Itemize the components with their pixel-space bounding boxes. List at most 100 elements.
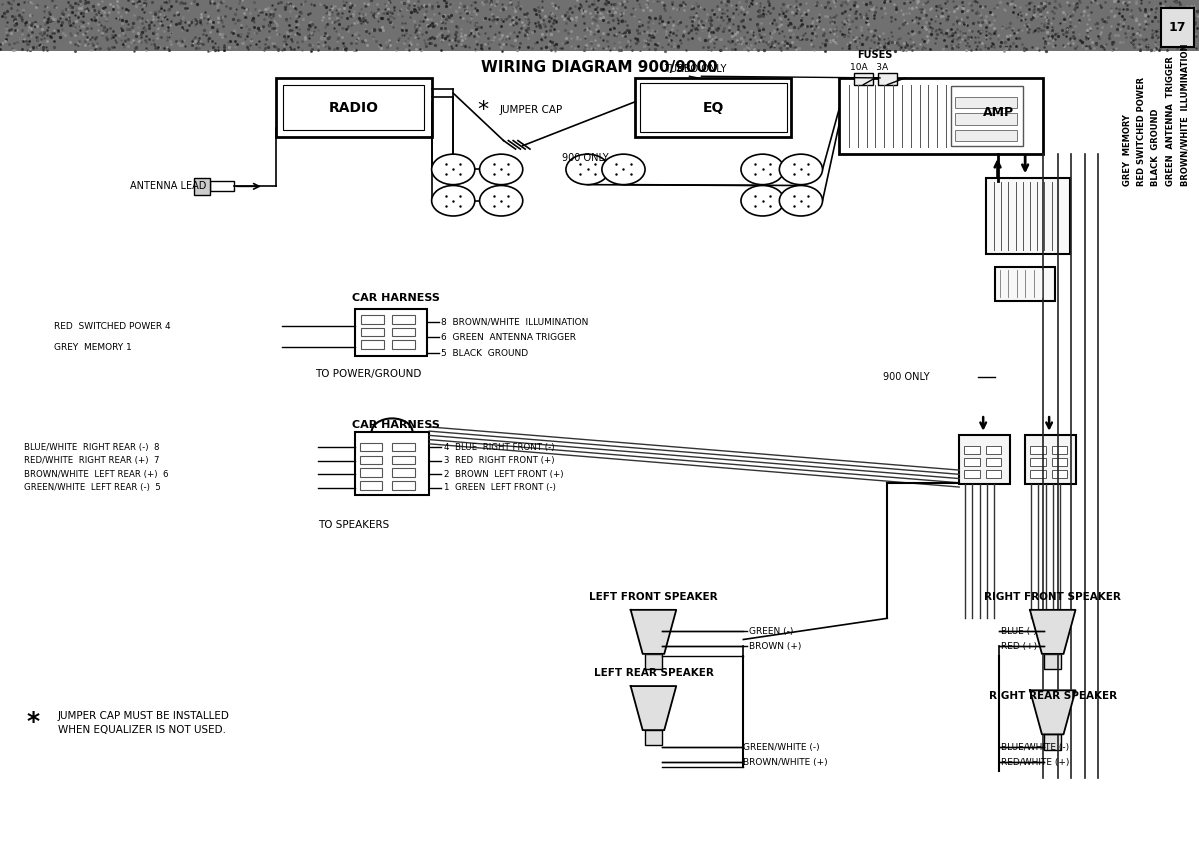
Bar [1044, 654, 1061, 669]
Bar [276, 78, 432, 137]
Polygon shape [1030, 690, 1076, 734]
Bar [1161, 8, 1194, 47]
Bar [964, 446, 980, 454]
Bar [964, 470, 980, 478]
Text: RADIO: RADIO [329, 101, 379, 114]
Circle shape [480, 154, 523, 185]
Text: FUSES: FUSES [857, 50, 893, 60]
Bar [392, 315, 415, 324]
Text: 6  GREEN  ANTENNA TRIGGER: 6 GREEN ANTENNA TRIGGER [441, 333, 577, 341]
Bar [1044, 734, 1061, 750]
Text: AMP: AMP [983, 106, 1014, 119]
Text: RED (+): RED (+) [1001, 642, 1037, 650]
Text: BROWN/WHITE (+): BROWN/WHITE (+) [743, 758, 829, 767]
Bar [1052, 446, 1067, 454]
Text: BLUE/WHITE (-): BLUE/WHITE (-) [1001, 743, 1070, 751]
Circle shape [779, 185, 823, 216]
Bar [0, 0, 1199, 51]
Bar [1030, 446, 1046, 454]
Circle shape [741, 154, 784, 185]
Bar [1052, 458, 1067, 466]
Bar [210, 181, 234, 191]
Text: TO POWER/GROUND: TO POWER/GROUND [315, 369, 421, 379]
Bar [839, 78, 1043, 154]
Bar [361, 315, 384, 324]
Text: LEFT REAR SPEAKER: LEFT REAR SPEAKER [594, 668, 713, 678]
Circle shape [741, 185, 784, 216]
Bar [959, 435, 1010, 484]
Bar [392, 468, 415, 477]
Bar [355, 432, 429, 495]
Bar [1052, 470, 1067, 478]
Text: RED/WHITE  RIGHT REAR (+)  7: RED/WHITE RIGHT REAR (+) 7 [24, 457, 159, 465]
Bar [360, 468, 382, 477]
Bar [392, 340, 415, 349]
Bar [361, 328, 384, 336]
Text: *: * [26, 710, 40, 734]
Text: GREEN  ANTENNA  TRIGGER: GREEN ANTENNA TRIGGER [1165, 57, 1175, 186]
Polygon shape [631, 686, 676, 730]
Text: RIGHT FRONT SPEAKER: RIGHT FRONT SPEAKER [984, 592, 1121, 602]
Text: GREY  MEMORY: GREY MEMORY [1122, 114, 1132, 186]
Bar [635, 78, 791, 137]
Text: RED  SWITCHED POWER 4: RED SWITCHED POWER 4 [54, 322, 170, 330]
Text: GREY  MEMORY 1: GREY MEMORY 1 [54, 343, 132, 352]
Bar [878, 73, 897, 85]
Bar [854, 73, 873, 85]
Polygon shape [1030, 610, 1076, 654]
Bar [361, 340, 384, 349]
Text: BLUE/WHITE  RIGHT REAR (-)  8: BLUE/WHITE RIGHT REAR (-) 8 [24, 443, 159, 451]
Text: WIRING DIAGRAM 900/9000: WIRING DIAGRAM 900/9000 [481, 60, 718, 75]
Circle shape [432, 185, 475, 216]
Text: 17: 17 [1169, 20, 1186, 34]
Bar [986, 446, 1001, 454]
Text: ANTENNA LEAD: ANTENNA LEAD [129, 181, 206, 191]
Bar [640, 83, 787, 132]
Circle shape [432, 154, 475, 185]
Bar [392, 481, 415, 490]
Text: JUMPER CAP MUST BE INSTALLED: JUMPER CAP MUST BE INSTALLED [58, 711, 229, 721]
Bar [360, 443, 382, 451]
Text: 1  GREEN  LEFT FRONT (-): 1 GREEN LEFT FRONT (-) [444, 484, 555, 492]
Text: TO SPEAKERS: TO SPEAKERS [318, 520, 390, 530]
Text: CAR HARNESS: CAR HARNESS [351, 293, 440, 303]
Bar [355, 309, 427, 356]
Text: GREEN/WHITE (-): GREEN/WHITE (-) [743, 743, 820, 751]
Text: TURBO ONLY: TURBO ONLY [664, 64, 727, 75]
Text: BLUE (-): BLUE (-) [1001, 627, 1037, 635]
Bar [1030, 470, 1046, 478]
Text: CAR HARNESS: CAR HARNESS [351, 420, 440, 430]
Text: RIGHT REAR SPEAKER: RIGHT REAR SPEAKER [989, 691, 1116, 701]
Text: EQ: EQ [703, 101, 724, 114]
Bar [986, 458, 1001, 466]
Bar [1025, 435, 1076, 484]
Bar [360, 456, 382, 464]
Bar [986, 470, 1001, 478]
Circle shape [566, 154, 609, 185]
Bar [956, 130, 1017, 141]
Bar [392, 443, 415, 451]
Text: GREEN (-): GREEN (-) [749, 627, 794, 635]
Bar [1030, 458, 1046, 466]
Text: 900 ONLY: 900 ONLY [884, 372, 929, 382]
Text: RED SWITCHED POWER: RED SWITCHED POWER [1137, 77, 1146, 186]
Text: *: * [477, 100, 489, 120]
Bar [956, 97, 1017, 108]
Text: BROWN/WHITE  LEFT REAR (+)  6: BROWN/WHITE LEFT REAR (+) 6 [24, 470, 169, 479]
Bar [956, 113, 1017, 125]
Bar [964, 458, 980, 466]
Text: JUMPER CAP: JUMPER CAP [500, 105, 564, 115]
Text: BLACK  GROUND: BLACK GROUND [1151, 109, 1161, 186]
Bar [986, 178, 1070, 254]
Bar [194, 178, 210, 195]
Text: 3  RED  RIGHT FRONT (+): 3 RED RIGHT FRONT (+) [444, 457, 554, 465]
Text: 900 ONLY: 900 ONLY [562, 152, 608, 163]
Bar [645, 654, 662, 669]
Bar [360, 481, 382, 490]
Circle shape [602, 154, 645, 185]
Polygon shape [631, 610, 676, 654]
Text: 5  BLACK  GROUND: 5 BLACK GROUND [441, 349, 529, 357]
Bar [645, 730, 662, 745]
Text: 4  BLUE  RIGHT FRONT (-): 4 BLUE RIGHT FRONT (-) [444, 443, 554, 451]
Bar [392, 328, 415, 336]
